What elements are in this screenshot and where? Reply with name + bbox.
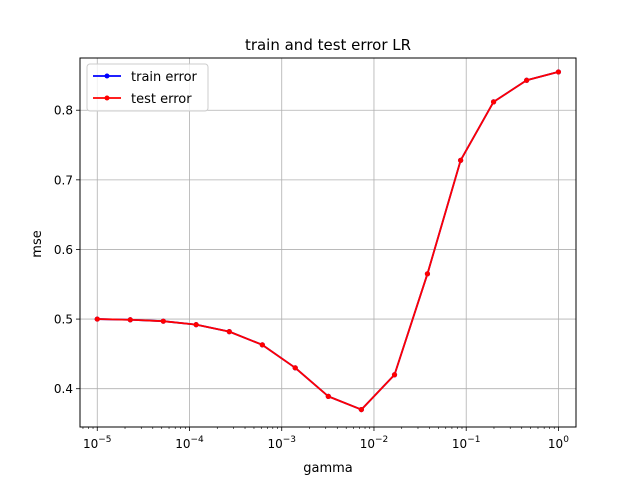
series-lines [94, 69, 562, 413]
data-point [524, 77, 530, 83]
x-tick-label: 10−3 [267, 435, 296, 451]
data-point [325, 393, 331, 399]
legend-test-label: test error [131, 92, 192, 107]
series-line [97, 71, 559, 411]
data-point [226, 329, 232, 335]
y-tick-label: 0.8 [54, 104, 73, 118]
x-tick-exponent: −4 [190, 435, 204, 445]
x-tick-base: 10 [360, 437, 375, 451]
data-point [424, 271, 431, 277]
series-train-error [94, 69, 562, 413]
x-tick-base: 10 [175, 437, 190, 451]
data-point [193, 322, 199, 328]
data-point [94, 316, 100, 322]
data-point [358, 406, 364, 413]
plot-area-frame [79, 57, 577, 428]
x-tick-label: 100 [548, 435, 569, 451]
chart-title: train and test error LR [245, 36, 411, 54]
y-tick-label: 0.7 [54, 173, 73, 187]
x-tick-label: 10−5 [83, 435, 112, 451]
x-tick-label: 10−1 [452, 435, 481, 451]
x-tick-label: 10−2 [360, 435, 389, 451]
series-test-error [94, 69, 562, 413]
legend: train error test error [86, 63, 209, 112]
x-tick-base: 10 [452, 437, 467, 451]
x-tick-exponent: −5 [98, 435, 111, 445]
y-axis-label: mse [30, 230, 45, 257]
x-tick-base: 10 [83, 437, 98, 451]
data-point [292, 365, 298, 371]
x-tick-base: 10 [548, 437, 563, 451]
data-point [391, 372, 398, 378]
data-point [160, 318, 166, 324]
x-axis-ticks: 10−5 10−4 10−3 10−2 10−1 100 [83, 427, 569, 451]
y-axis-ticks: 0.4 0.5 0.6 0.7 0.8 [54, 104, 80, 396]
series-line [97, 71, 559, 411]
legend-test-swatch-marker [104, 95, 110, 101]
x-axis-label: gamma [303, 461, 353, 476]
y-tick-label: 0.4 [54, 382, 73, 396]
grid [80, 58, 576, 427]
x-tick-exponent: −1 [467, 435, 480, 445]
data-point [458, 157, 464, 163]
data-point [127, 317, 133, 323]
x-tick-label: 10−4 [175, 435, 204, 451]
x-tick-base: 10 [267, 437, 282, 451]
x-tick-exponent: −3 [283, 435, 296, 445]
legend-train-swatch-marker [104, 73, 110, 79]
data-point [555, 69, 562, 75]
x-tick-exponent: 0 [563, 435, 569, 445]
y-tick-label: 0.6 [54, 243, 73, 257]
x-tick-exponent: −2 [375, 435, 388, 445]
legend-train-label: train error [131, 70, 198, 85]
y-tick-label: 0.5 [54, 313, 73, 327]
data-point [259, 342, 265, 348]
data-point [490, 99, 497, 105]
